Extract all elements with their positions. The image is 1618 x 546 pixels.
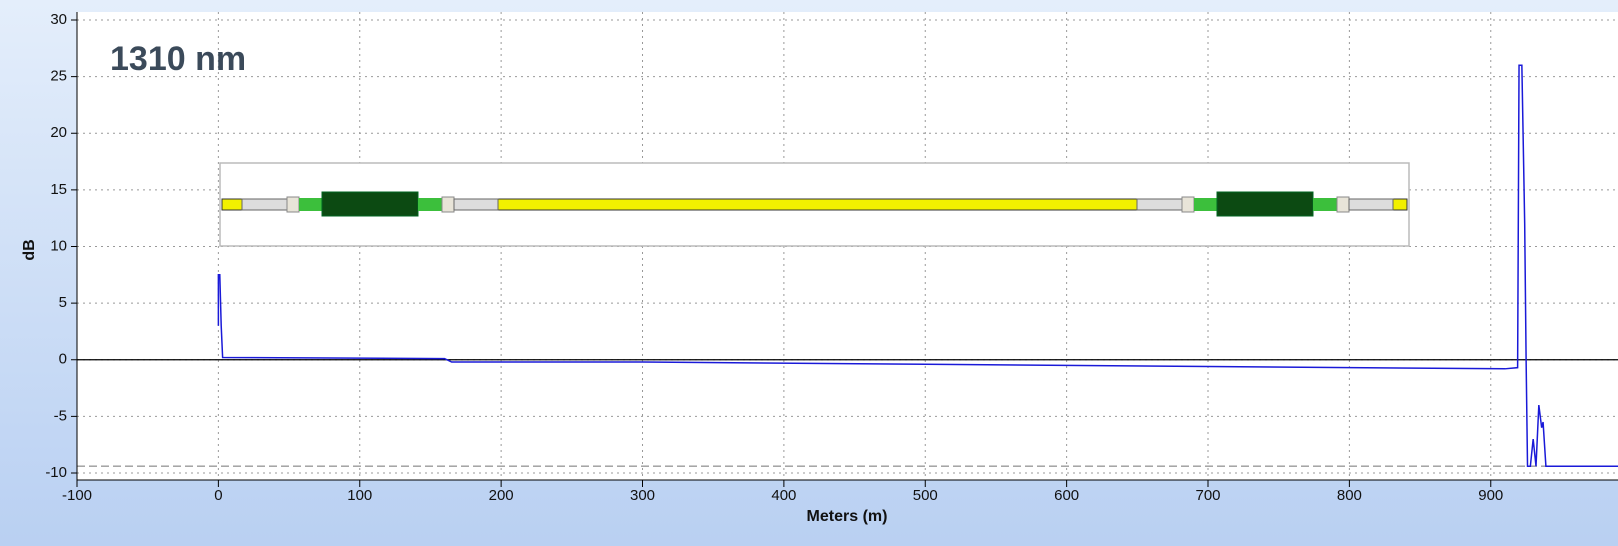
boot: [1136, 198, 1183, 211]
y-tick-label: 30: [50, 11, 67, 28]
x-tick-label: 900: [1478, 487, 1503, 504]
x-tick-label: 400: [771, 487, 796, 504]
y-tick-label: 25: [50, 68, 67, 85]
ferrule: [1181, 196, 1195, 213]
cable: [221, 198, 1408, 211]
plug: [299, 198, 323, 211]
wavelength-label: 1310 nm: [110, 40, 246, 78]
y-tick-label: 10: [50, 237, 67, 254]
x-tick-label: 800: [1337, 487, 1362, 504]
y-tick-label: 5: [59, 294, 67, 311]
x-tick-label: 600: [1054, 487, 1079, 504]
y-axis-title: dB: [21, 239, 38, 260]
trace: [217, 64, 1618, 467]
connector-right: [1136, 191, 1394, 217]
x-tick-label: 100: [347, 487, 372, 504]
boot: [453, 198, 499, 211]
ferrule: [441, 196, 455, 213]
ferrule: [286, 196, 300, 213]
marks: [77, 64, 1618, 467]
y-tick-label: 20: [50, 124, 67, 141]
ferrule: [1336, 196, 1350, 213]
x-tick-label: 0: [214, 487, 222, 504]
y-tick-label: 15: [50, 181, 67, 198]
adapter: [321, 191, 419, 217]
adapter: [1216, 191, 1314, 217]
x-tick-label: 300: [630, 487, 655, 504]
y-tick-label: -10: [45, 464, 67, 481]
connector-left: [241, 191, 499, 217]
x-tick-label: 700: [1195, 487, 1220, 504]
y-tick-label: 0: [59, 351, 67, 368]
plug: [1194, 198, 1218, 211]
y-tick-label: -5: [54, 407, 67, 424]
boot: [241, 198, 288, 211]
boot: [1348, 198, 1394, 211]
fiber-diagram: [219, 162, 1410, 247]
plug: [418, 198, 442, 211]
x-axis-title: Meters (m): [807, 508, 888, 525]
x-tick-label: 200: [489, 487, 514, 504]
x-tick-label: 500: [913, 487, 938, 504]
x-tick-label: -100: [62, 487, 92, 504]
plug: [1313, 198, 1337, 211]
